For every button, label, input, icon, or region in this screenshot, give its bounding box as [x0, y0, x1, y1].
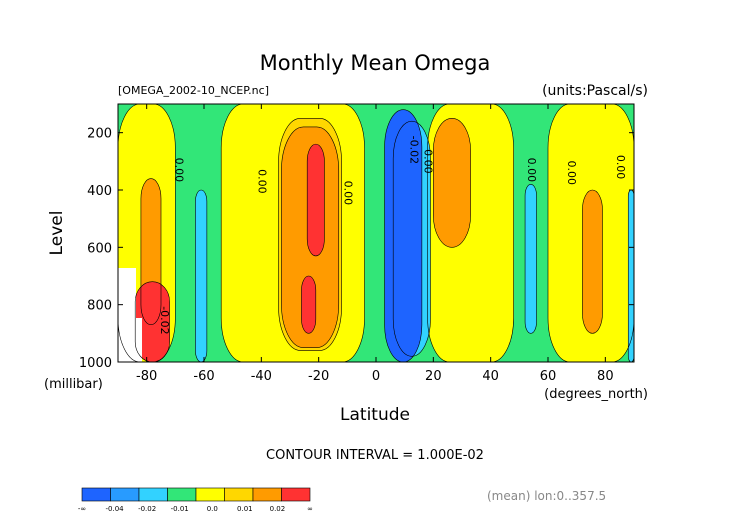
- colorbar: -∞ -0.04 -0.02 -0.01 0.0 0.01 0.02 ∞: [78, 487, 313, 513]
- colorbar-swatch: [110, 487, 140, 502]
- colorbar-swatch: [281, 487, 311, 502]
- x-tick-label: 20: [425, 369, 442, 384]
- x-tick-label: 60: [540, 369, 557, 384]
- colorbar-tick-label: -0.04: [106, 505, 125, 513]
- contour-line: [547, 104, 634, 362]
- contour-label: 0.00: [341, 181, 354, 206]
- contour-region-orange-dark: [582, 190, 603, 334]
- contour-region-cyan: [195, 190, 207, 362]
- contour-line: [118, 104, 176, 362]
- contour-line: [220, 104, 365, 362]
- colorbar-tick-label: 0.01: [237, 505, 253, 513]
- y-unit-label: (millibar): [44, 377, 103, 392]
- contour-label: 0.00: [614, 155, 627, 180]
- y-tick-label: 1000: [79, 356, 112, 371]
- x-tick-label: -60: [193, 369, 214, 384]
- x-tick-label: -40: [251, 369, 272, 384]
- x-tick-label: 0: [372, 369, 380, 384]
- x-tick-label: -80: [136, 369, 157, 384]
- y-tick-label: 600: [87, 241, 112, 256]
- colorbar-swatch: [224, 487, 254, 502]
- y-tick-label: 400: [87, 184, 112, 199]
- contour-region-red: [307, 144, 325, 256]
- contour-region-red: [301, 276, 316, 334]
- contour-line: [281, 126, 340, 348]
- contour-label: -0.02: [407, 136, 420, 164]
- contour-line: [301, 275, 317, 334]
- y-axis-label: Level: [47, 211, 67, 256]
- contour-label: 0.00: [565, 161, 578, 186]
- colorbar-tick-label: ∞: [307, 505, 313, 513]
- colorbar-swatch: [81, 487, 111, 502]
- contour-line: [427, 104, 514, 362]
- x-tick-label: -20: [308, 369, 329, 384]
- colorbar-swatch: [195, 487, 225, 502]
- chart-title: Monthly Mean Omega: [260, 51, 491, 75]
- source-file-label: [OMEGA_2002-10_NCEP.nc]: [118, 84, 269, 97]
- y-tick-label: 200: [87, 127, 112, 142]
- x-unit-label: (degrees_north): [544, 387, 648, 402]
- x-tick-label: 80: [597, 369, 614, 384]
- colorbar-tick-label: -∞: [78, 505, 86, 513]
- x-axis-label: Latitude: [340, 405, 410, 425]
- contour-region-cyan: [525, 184, 537, 334]
- colorbar-tick-label: -0.01: [171, 505, 189, 513]
- contour-line: [140, 178, 162, 326]
- colorbar-swatch: [252, 487, 282, 502]
- contour-region-blue: [384, 109, 422, 362]
- contour-line: [306, 143, 325, 257]
- colorbar-swatch: [138, 487, 168, 502]
- contour-line: [433, 118, 471, 248]
- contour-region-cyan: [628, 190, 634, 362]
- contour-line: [278, 118, 342, 351]
- contour-label: 0.00: [172, 158, 185, 183]
- plot-area: 0.00 0.00 0.00-0.02 0.00 0.00 0.00 0.00-0.02: [117, 103, 635, 363]
- contour-label: -0.02: [158, 306, 171, 334]
- contour-label: 0.00: [525, 158, 538, 183]
- contour-interval-text: CONTOUR INTERVAL = 1.000E-02: [266, 448, 484, 463]
- missing-data-patch: [118, 268, 142, 362]
- units-label: (units:Pascal/s): [542, 83, 648, 99]
- contour-line: [524, 183, 537, 334]
- colorbar-tick-label: 0.02: [270, 505, 286, 513]
- mean-note: (mean) lon:0..357.5: [487, 489, 606, 503]
- contour-line: [134, 281, 170, 362]
- contour-region-orange-dark: [433, 118, 471, 248]
- contour-line: [582, 189, 603, 334]
- contour-label: 0.00: [255, 169, 268, 194]
- colorbar-swatch: [167, 487, 197, 502]
- x-tick-label: 40: [482, 369, 499, 384]
- contour-line: [392, 120, 431, 357]
- contour-label: 0.00: [422, 149, 435, 174]
- y-tick-label: 800: [87, 299, 112, 314]
- colorbar-tick-label: -0.02: [138, 505, 156, 513]
- contour-line: [195, 189, 208, 362]
- colorbar-tick-label: 0.0: [207, 505, 218, 513]
